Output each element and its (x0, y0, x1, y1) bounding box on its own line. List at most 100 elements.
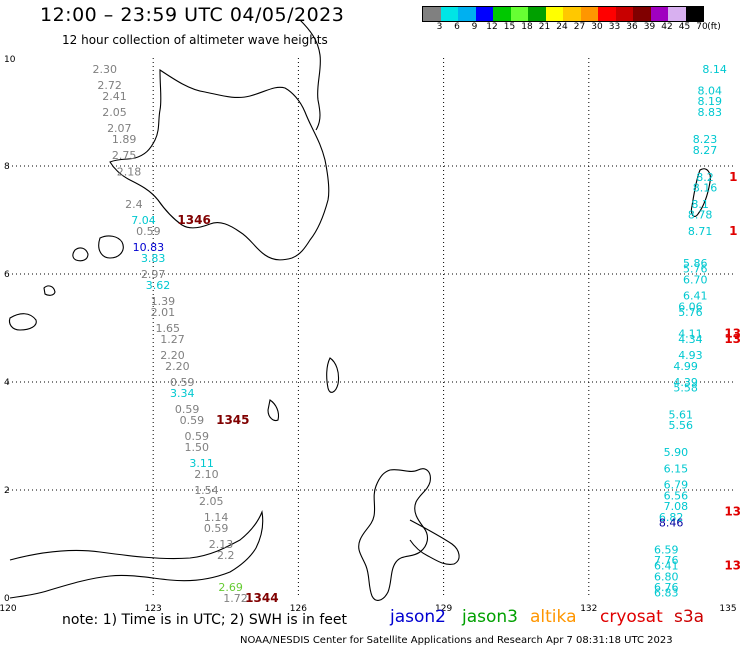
lat-tick-label: 0 (4, 594, 10, 604)
wave-height-reading: 5.76 (683, 263, 708, 276)
legend-swatch (685, 7, 703, 21)
legend-swatch (615, 7, 633, 21)
pass-time-label: 1346 (177, 213, 210, 227)
legend-label: 42 (661, 22, 673, 32)
wave-height-reading: 0.59 (185, 430, 210, 443)
wave-height-reading: 6.79 (664, 479, 689, 492)
wave-height-reading: 6.06 (678, 300, 703, 313)
island-6 (267, 399, 280, 422)
wave-height-reading: 3.34 (170, 387, 195, 400)
legend-swatch (458, 7, 476, 21)
wave-height-reading: 8.23 (693, 133, 718, 146)
lon-tick-label: 132 (580, 604, 597, 614)
page-subtitle: 12 hour collection of altimeter wave hei… (62, 33, 328, 47)
legend-label: (ft) (707, 22, 721, 32)
wave-height-reading: 4.11 (678, 327, 703, 340)
wave-height-reading: 2.20 (160, 349, 185, 362)
legend-swatch (475, 7, 493, 21)
mission-jason2: jason2 (390, 607, 446, 627)
wave-height-reading: 5.61 (669, 408, 694, 421)
mission-jason3: jason3 (462, 607, 518, 627)
island-4 (43, 285, 56, 296)
wave-height-reading: 6.59 (654, 543, 679, 556)
landmass-southeast-arm (409, 519, 460, 565)
wave-height-reading: 0.59 (175, 403, 200, 416)
wave-height-reading: 3.62 (146, 279, 171, 292)
page-title: 12:00 – 23:59 UTC 04/05/2023 (40, 4, 345, 26)
altimeter-track-east: 8.14 8.048.198.83 8.238.27 8.28.16 8.18.78 8.… (654, 63, 740, 600)
wave-height-reading: 7.08 (664, 500, 689, 513)
wave-height-reading: 2.2 (217, 549, 235, 562)
pass-time-label: 1345 (216, 413, 249, 427)
wave-height-reading: 0.59 (204, 522, 229, 535)
lon-tick-label: 120 (0, 604, 17, 614)
legend-swatch (633, 7, 651, 21)
wave-height-reading: 6.56 (664, 489, 689, 502)
coastline (8, 19, 711, 601)
pass-time-label: 1 (729, 224, 737, 238)
legend-label: 6 (454, 22, 460, 32)
legend-label: 45 (678, 22, 691, 32)
wave-height-reading: 8.2 (696, 171, 714, 184)
pass-time-label: 135 (724, 326, 740, 340)
wave-height-reading: 2.72 (97, 79, 122, 92)
legend-label: 18 (521, 22, 533, 32)
legend-label: 33 (608, 22, 621, 32)
wave-height-reading: 5.76 (678, 306, 703, 319)
island-5 (326, 357, 340, 393)
wave-height-reading: 4.99 (673, 360, 698, 373)
pass-time-label: 135 (724, 332, 740, 346)
island-7 (690, 168, 711, 217)
mission-altika: altika (530, 607, 577, 627)
wave-height-reading: 2.01 (151, 306, 176, 319)
wave-height-reading: 6.82 (659, 511, 684, 524)
wave-height-reading: 6.76 (654, 581, 679, 594)
landmass-southeast (358, 468, 431, 601)
wave-height-reading: 1.54 (194, 484, 219, 497)
wave-height-reading: 3.11 (189, 457, 214, 470)
legend-label: 39 (643, 22, 656, 32)
lat-tick-label: 2 (4, 486, 10, 496)
legend-label: 9 (471, 22, 478, 32)
wave-height-reading: 8.46 (659, 516, 684, 529)
wave-height-reading: 2.10 (194, 468, 219, 481)
wave-height-reading: 0.59 (180, 414, 205, 427)
lat-tick-label: 8 (4, 162, 10, 172)
wave-height-reading: 8.04 (698, 84, 723, 97)
wave-height-reading: 2.75 (112, 149, 137, 162)
wave-height-reading: 6.15 (664, 462, 689, 475)
legend-swatch (545, 7, 563, 21)
wave-height-reading: 1.72 (223, 592, 248, 605)
color-legend (422, 6, 704, 22)
wave-height-reading: 2.18 (117, 165, 142, 178)
legend-label: 27 (573, 22, 586, 32)
wave-height-reading: 5.86 (683, 257, 708, 270)
wave-height-reading: 0.59 (170, 376, 195, 389)
wave-height-reading: 2.30 (93, 63, 118, 76)
legend-swatch (510, 7, 528, 21)
lat-tick-label: 4 (4, 378, 10, 388)
wave-height-reading: 2.4 (125, 198, 143, 211)
legend-swatch (528, 7, 546, 21)
credit-line: NOAA/NESDIS Center for Satellite Applica… (240, 635, 673, 646)
wave-height-reading: 8.19 (698, 95, 723, 108)
wave-height-reading: 6.80 (654, 570, 679, 583)
lon-tick-label: 126 (290, 604, 307, 614)
lon-tick-label: 129 (435, 604, 452, 614)
wave-height-reading: 6.41 (654, 560, 679, 573)
legend-swatch (668, 7, 686, 21)
wave-height-reading: 5.90 (664, 446, 689, 459)
wave-height-reading: 6.83 (654, 587, 679, 600)
wave-height-reading: 0.59 (136, 225, 161, 238)
wave-height-reading: 2.13 (209, 538, 234, 551)
wave-height-reading: 2.41 (102, 90, 127, 103)
legend-swatch (650, 7, 668, 21)
landmass-north (109, 68, 330, 261)
wave-height-reading: 1.89 (112, 133, 137, 146)
legend-label: 21 (538, 22, 551, 32)
legend-label: 36 (626, 22, 638, 32)
wave-height-reading: 10.83 (133, 241, 165, 254)
wave-height-reading: 2.07 (107, 122, 132, 135)
island-3 (8, 313, 37, 331)
wave-height-reading: 8.14 (702, 63, 727, 76)
